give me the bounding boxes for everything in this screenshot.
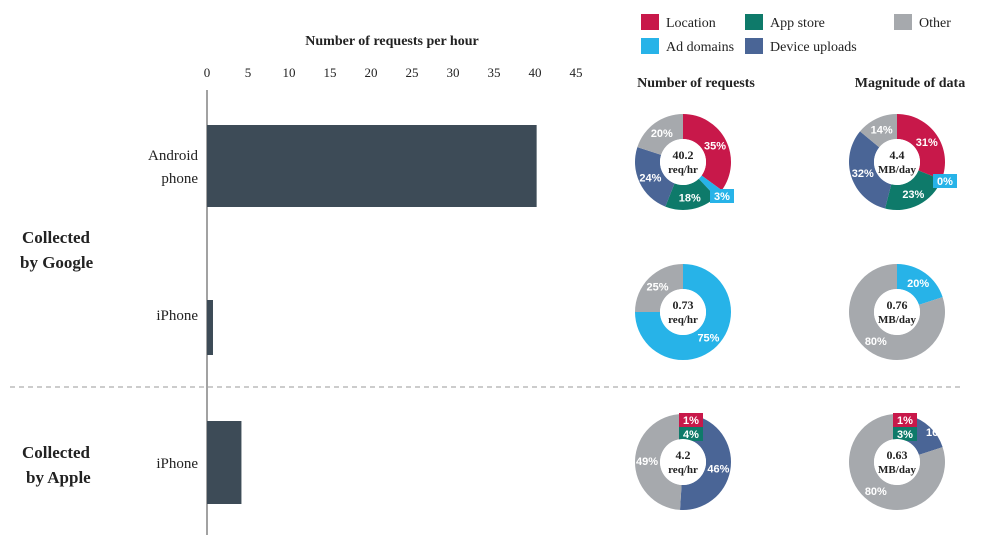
pie-slice xyxy=(665,178,716,210)
bar-label: iPhone xyxy=(156,308,198,324)
pie-slice-label: 32% xyxy=(852,168,874,180)
pie-center-unit: req/hr xyxy=(668,164,698,176)
pie-slice xyxy=(897,264,943,305)
pie-slice-label: 25% xyxy=(647,282,669,294)
pie-label-bg xyxy=(933,174,957,188)
pie-label-bg xyxy=(710,189,734,203)
group-label: by Apple xyxy=(26,468,91,487)
bar xyxy=(207,421,242,504)
pie-center-unit: req/hr xyxy=(668,314,698,326)
pie-column-title: Magnitude of data xyxy=(855,76,965,91)
pie-slice-label: 14% xyxy=(871,124,893,136)
x-tick-label: 35 xyxy=(488,65,501,80)
legend-label: Other xyxy=(919,16,951,31)
pie-center-unit: MB/day xyxy=(878,464,916,476)
bar-label: Android xyxy=(148,148,198,164)
pie-center-value: 40.2 xyxy=(673,148,694,162)
pie-slice-label: 1% xyxy=(897,415,913,427)
pie-slice-label: 75% xyxy=(697,332,719,344)
legend-swatch xyxy=(745,14,763,30)
pie-slice-label: 0% xyxy=(937,176,953,188)
pie-center xyxy=(660,139,706,185)
pie-slice xyxy=(897,113,946,180)
pie-center-value: 0.73 xyxy=(673,298,694,312)
pie-center xyxy=(660,439,706,485)
pie-slice-label: 46% xyxy=(707,464,729,476)
pie-slice xyxy=(683,114,731,191)
pie-label-bg xyxy=(679,413,703,427)
pie-label-bg xyxy=(679,427,703,441)
legend-label: Ad domains xyxy=(666,40,734,55)
pie-slice xyxy=(635,264,731,360)
pie-slice xyxy=(885,170,942,210)
pie-column-title: Number of requests xyxy=(637,76,755,91)
pie-slice xyxy=(637,114,683,155)
pie-slice-label: 31% xyxy=(916,137,938,149)
pie-slice-label: 4% xyxy=(683,429,699,441)
pie-slice-label: 49% xyxy=(636,456,658,468)
pie-label-bg xyxy=(893,427,917,441)
pie-center xyxy=(874,289,920,335)
pie-slice-label: 23% xyxy=(902,189,924,201)
legend-swatch xyxy=(641,38,659,54)
group-label: Collected xyxy=(22,443,91,462)
pie-center-unit: req/hr xyxy=(668,464,698,476)
x-tick-label: 15 xyxy=(324,65,337,80)
pie-slice xyxy=(634,414,683,510)
x-tick-label: 45 xyxy=(570,65,583,80)
legend-swatch xyxy=(894,14,912,30)
pie-slice-label: 80% xyxy=(865,486,887,498)
pie-slice-label: 35% xyxy=(704,141,726,153)
pie-slice xyxy=(849,414,945,510)
pie-center-value: 4.4 xyxy=(890,148,905,162)
x-tick-label: 0 xyxy=(204,65,211,80)
bar-label: iPhone xyxy=(156,456,198,472)
pie-slice-label: 80% xyxy=(865,336,887,348)
pie-slice xyxy=(860,114,897,148)
pie-center-unit: MB/day xyxy=(878,314,916,326)
pie-slice-label: 18% xyxy=(679,192,701,204)
pie-slice-label: 24% xyxy=(639,172,661,184)
bar xyxy=(207,125,537,207)
pie-center xyxy=(660,289,706,335)
pie-slice-label: 20% xyxy=(651,128,673,140)
group-label: by Google xyxy=(20,253,94,272)
x-tick-label: 25 xyxy=(406,65,419,80)
pie-slice xyxy=(635,264,683,312)
group-label: Collected xyxy=(22,228,91,247)
pie-slice-label: 1% xyxy=(683,415,699,427)
pie-label-bg xyxy=(893,413,917,427)
bar xyxy=(207,300,213,355)
x-tick-label: 10 xyxy=(283,65,296,80)
legend-label: Location xyxy=(666,16,716,31)
bar-chart-title: Number of requests per hour xyxy=(305,34,478,49)
pie-center xyxy=(874,139,920,185)
pie-slice xyxy=(849,131,892,209)
pie-slice-label: 3% xyxy=(897,429,913,441)
legend-label: Device uploads xyxy=(770,40,857,55)
pie-slice-label: 3% xyxy=(714,191,730,203)
legend-label: App store xyxy=(770,16,825,31)
pie-slice-label: 20% xyxy=(907,278,929,290)
x-tick-label: 20 xyxy=(365,65,378,80)
legend-swatch xyxy=(745,38,763,54)
pie-center-value: 0.76 xyxy=(887,298,908,312)
pie-center-value: 4.2 xyxy=(676,448,691,462)
pie-slice xyxy=(849,264,945,361)
x-tick-label: 40 xyxy=(529,65,542,80)
legend-swatch xyxy=(641,14,659,30)
pie-center-unit: MB/day xyxy=(878,164,916,176)
bar-label: phone xyxy=(161,171,198,187)
x-tick-label: 5 xyxy=(245,65,252,80)
pie-center-value: 0.63 xyxy=(887,448,908,462)
pie-slice xyxy=(635,147,675,207)
pie-center xyxy=(874,439,920,485)
x-tick-label: 30 xyxy=(447,65,460,80)
pie-slice-label: 16% xyxy=(926,427,948,439)
